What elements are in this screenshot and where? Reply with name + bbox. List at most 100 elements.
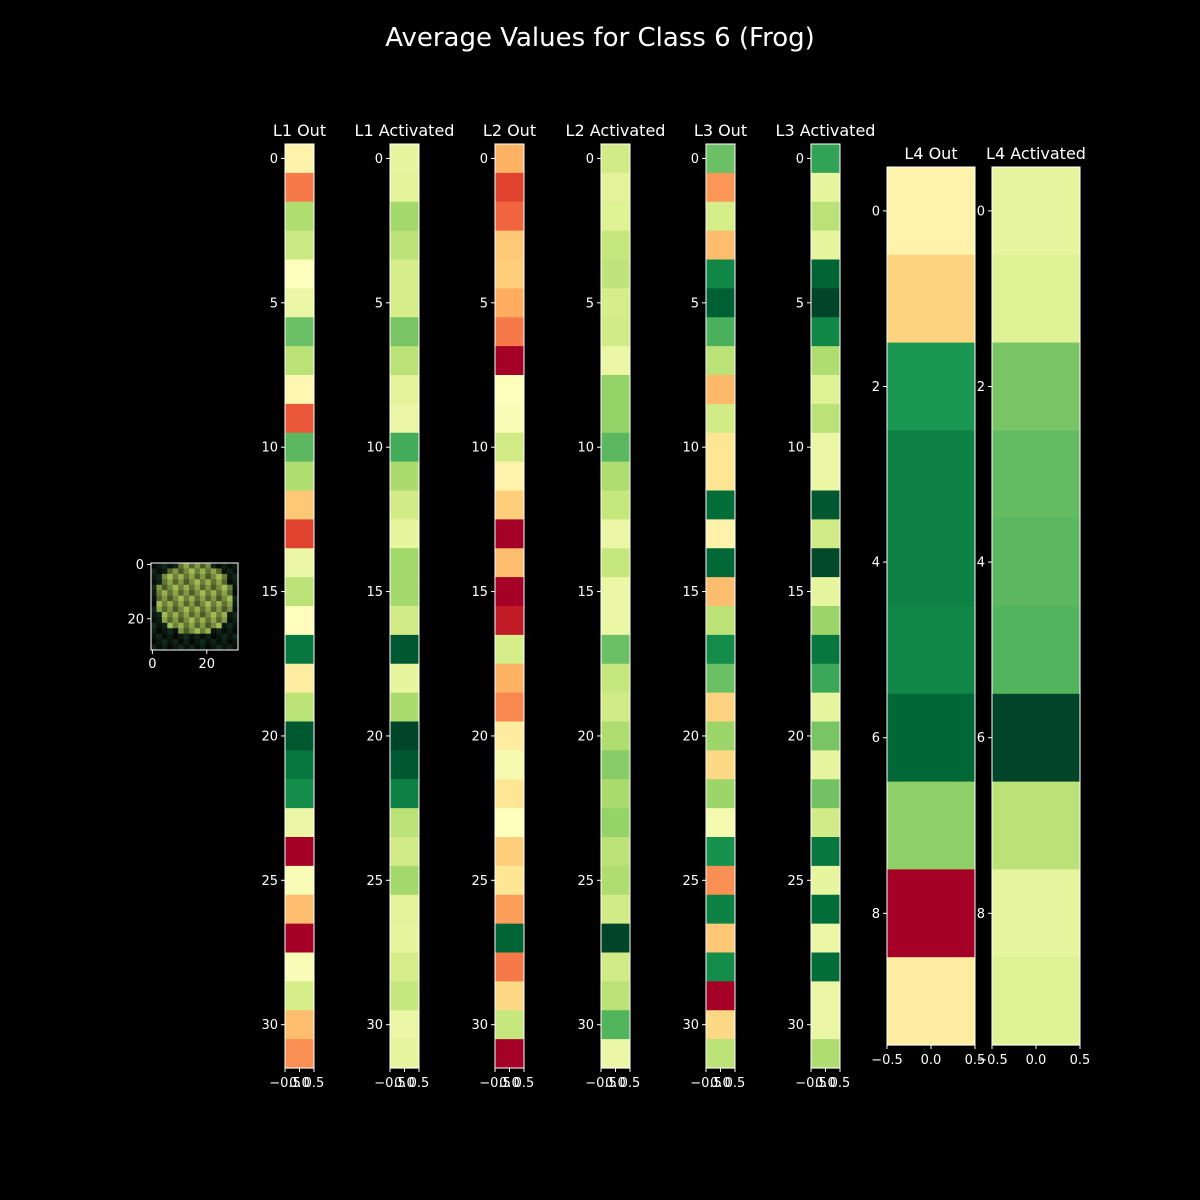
heatmap-cell [706,144,735,174]
frog-pixel [178,606,185,613]
heatmap-cell [495,548,524,578]
heatmap-cell [706,1039,735,1069]
y-tick-label: 10 [261,441,278,456]
frog-pixel [199,606,206,613]
heatmap-cell [390,172,419,203]
frog-pixel [216,611,223,618]
x-tick-label: 0.0 [921,1053,942,1068]
frog-pixel [194,590,201,597]
frog-pixel [227,617,233,624]
frog-pixel [178,633,185,640]
heatmap-cell [495,663,524,694]
frog-pixel [227,563,233,569]
heatmap-cell [706,952,735,982]
heatmap-cell [495,865,524,896]
frog-pixel [183,639,190,645]
heatmap-cell [285,1039,314,1069]
heatmap-cell [811,923,840,954]
heatmap-cell [285,548,314,578]
frog-pixel [151,584,157,591]
frog-pixel [167,628,174,635]
heatmap-cell [811,808,840,838]
heatmap-cell [601,952,630,982]
heatmap-cell [285,837,314,867]
x-tick-label: 0.5 [620,1076,641,1091]
frog-pixel [216,628,223,635]
frog-pixel [156,606,163,613]
frog-pixel [232,633,239,640]
heatmap-cell [601,432,630,463]
frog-pixel [189,584,195,591]
frog-pixel [167,590,174,597]
frog-pixel [172,568,179,575]
heatmap-cell [706,981,735,1011]
heatmap-cell [285,981,314,1011]
heatmap-cell [390,403,419,434]
heatmap-cell [390,317,419,347]
y-tick-label: 5 [375,296,383,311]
heatmap-panel-8: L4 Activated 0 2 4 6 8 −0.5 0.0 0.5 [976,144,1090,1068]
frog-pixel [221,622,228,629]
heatmap-cell [390,692,419,723]
heatmap-cell [285,375,314,405]
frog-pixel [183,601,190,607]
frog-pixel [194,595,201,602]
frog-pixel [156,595,163,602]
x-tick-label: −0.5 [795,1076,827,1091]
heatmap-cell [285,952,314,982]
heatmap-cell [601,634,630,665]
heatmap-cell [285,923,314,954]
heatmap-cell [706,201,735,232]
frog-pixel [183,644,190,651]
heatmap-cell [601,865,630,896]
frog-pixel [167,633,174,640]
frog-pixel [216,563,223,569]
frog-pixel [232,644,239,651]
heatmap-panel-6: L3 Activated 0 5 10 15 20 25 30 −0.50.00.5 [776,121,876,1091]
frog-pixel [199,611,206,618]
frog-pixel [172,606,179,613]
panel-title: L2 Activated [566,121,666,140]
frog-pixel [232,590,239,597]
frog-pixel [178,601,185,607]
heatmap-cell [390,288,419,318]
frog-pixel [183,606,190,613]
frog-pixel [210,579,217,586]
heatmap-cell [390,432,419,463]
heatmap-cell [390,663,419,694]
heatmap-cell [887,254,975,344]
panel-title: L3 Activated [776,121,876,140]
heatmap-cell [390,375,419,405]
frog-pixel [151,622,157,629]
frog-pixel [172,573,179,580]
heatmap-cell [992,342,1080,431]
frog-pixel [232,568,239,575]
frog-pixel [161,644,168,651]
frog-pixel [178,611,185,618]
heatmap-cell [390,865,419,896]
frog-pixel [189,639,195,645]
y-tick-label: 30 [261,1018,278,1033]
frog-pixel [216,644,223,651]
frog-pixel [210,606,217,613]
heatmap-cell [285,750,314,780]
heatmap-cell [811,172,840,203]
heatmap-cell [495,288,524,318]
frog-pixel [161,611,168,618]
frog-pixel [199,595,206,602]
heatmap-cell [706,432,735,463]
heatmap-cell [390,201,419,232]
frog-pixel [156,639,163,645]
frog-pixel [227,622,233,629]
frog-pixel [221,584,228,591]
heatmap-cell [495,750,524,780]
frog-pixel [216,601,223,607]
frog-pixel [178,579,185,586]
heatmap-cell [601,1039,630,1069]
frog-pixel [183,573,190,580]
frog-pixel [189,644,195,651]
heatmap-cell [887,606,975,695]
frog-pixel [151,595,157,602]
heatmap-cell [495,201,524,232]
x-tick-label: 0.5 [965,1053,986,1068]
